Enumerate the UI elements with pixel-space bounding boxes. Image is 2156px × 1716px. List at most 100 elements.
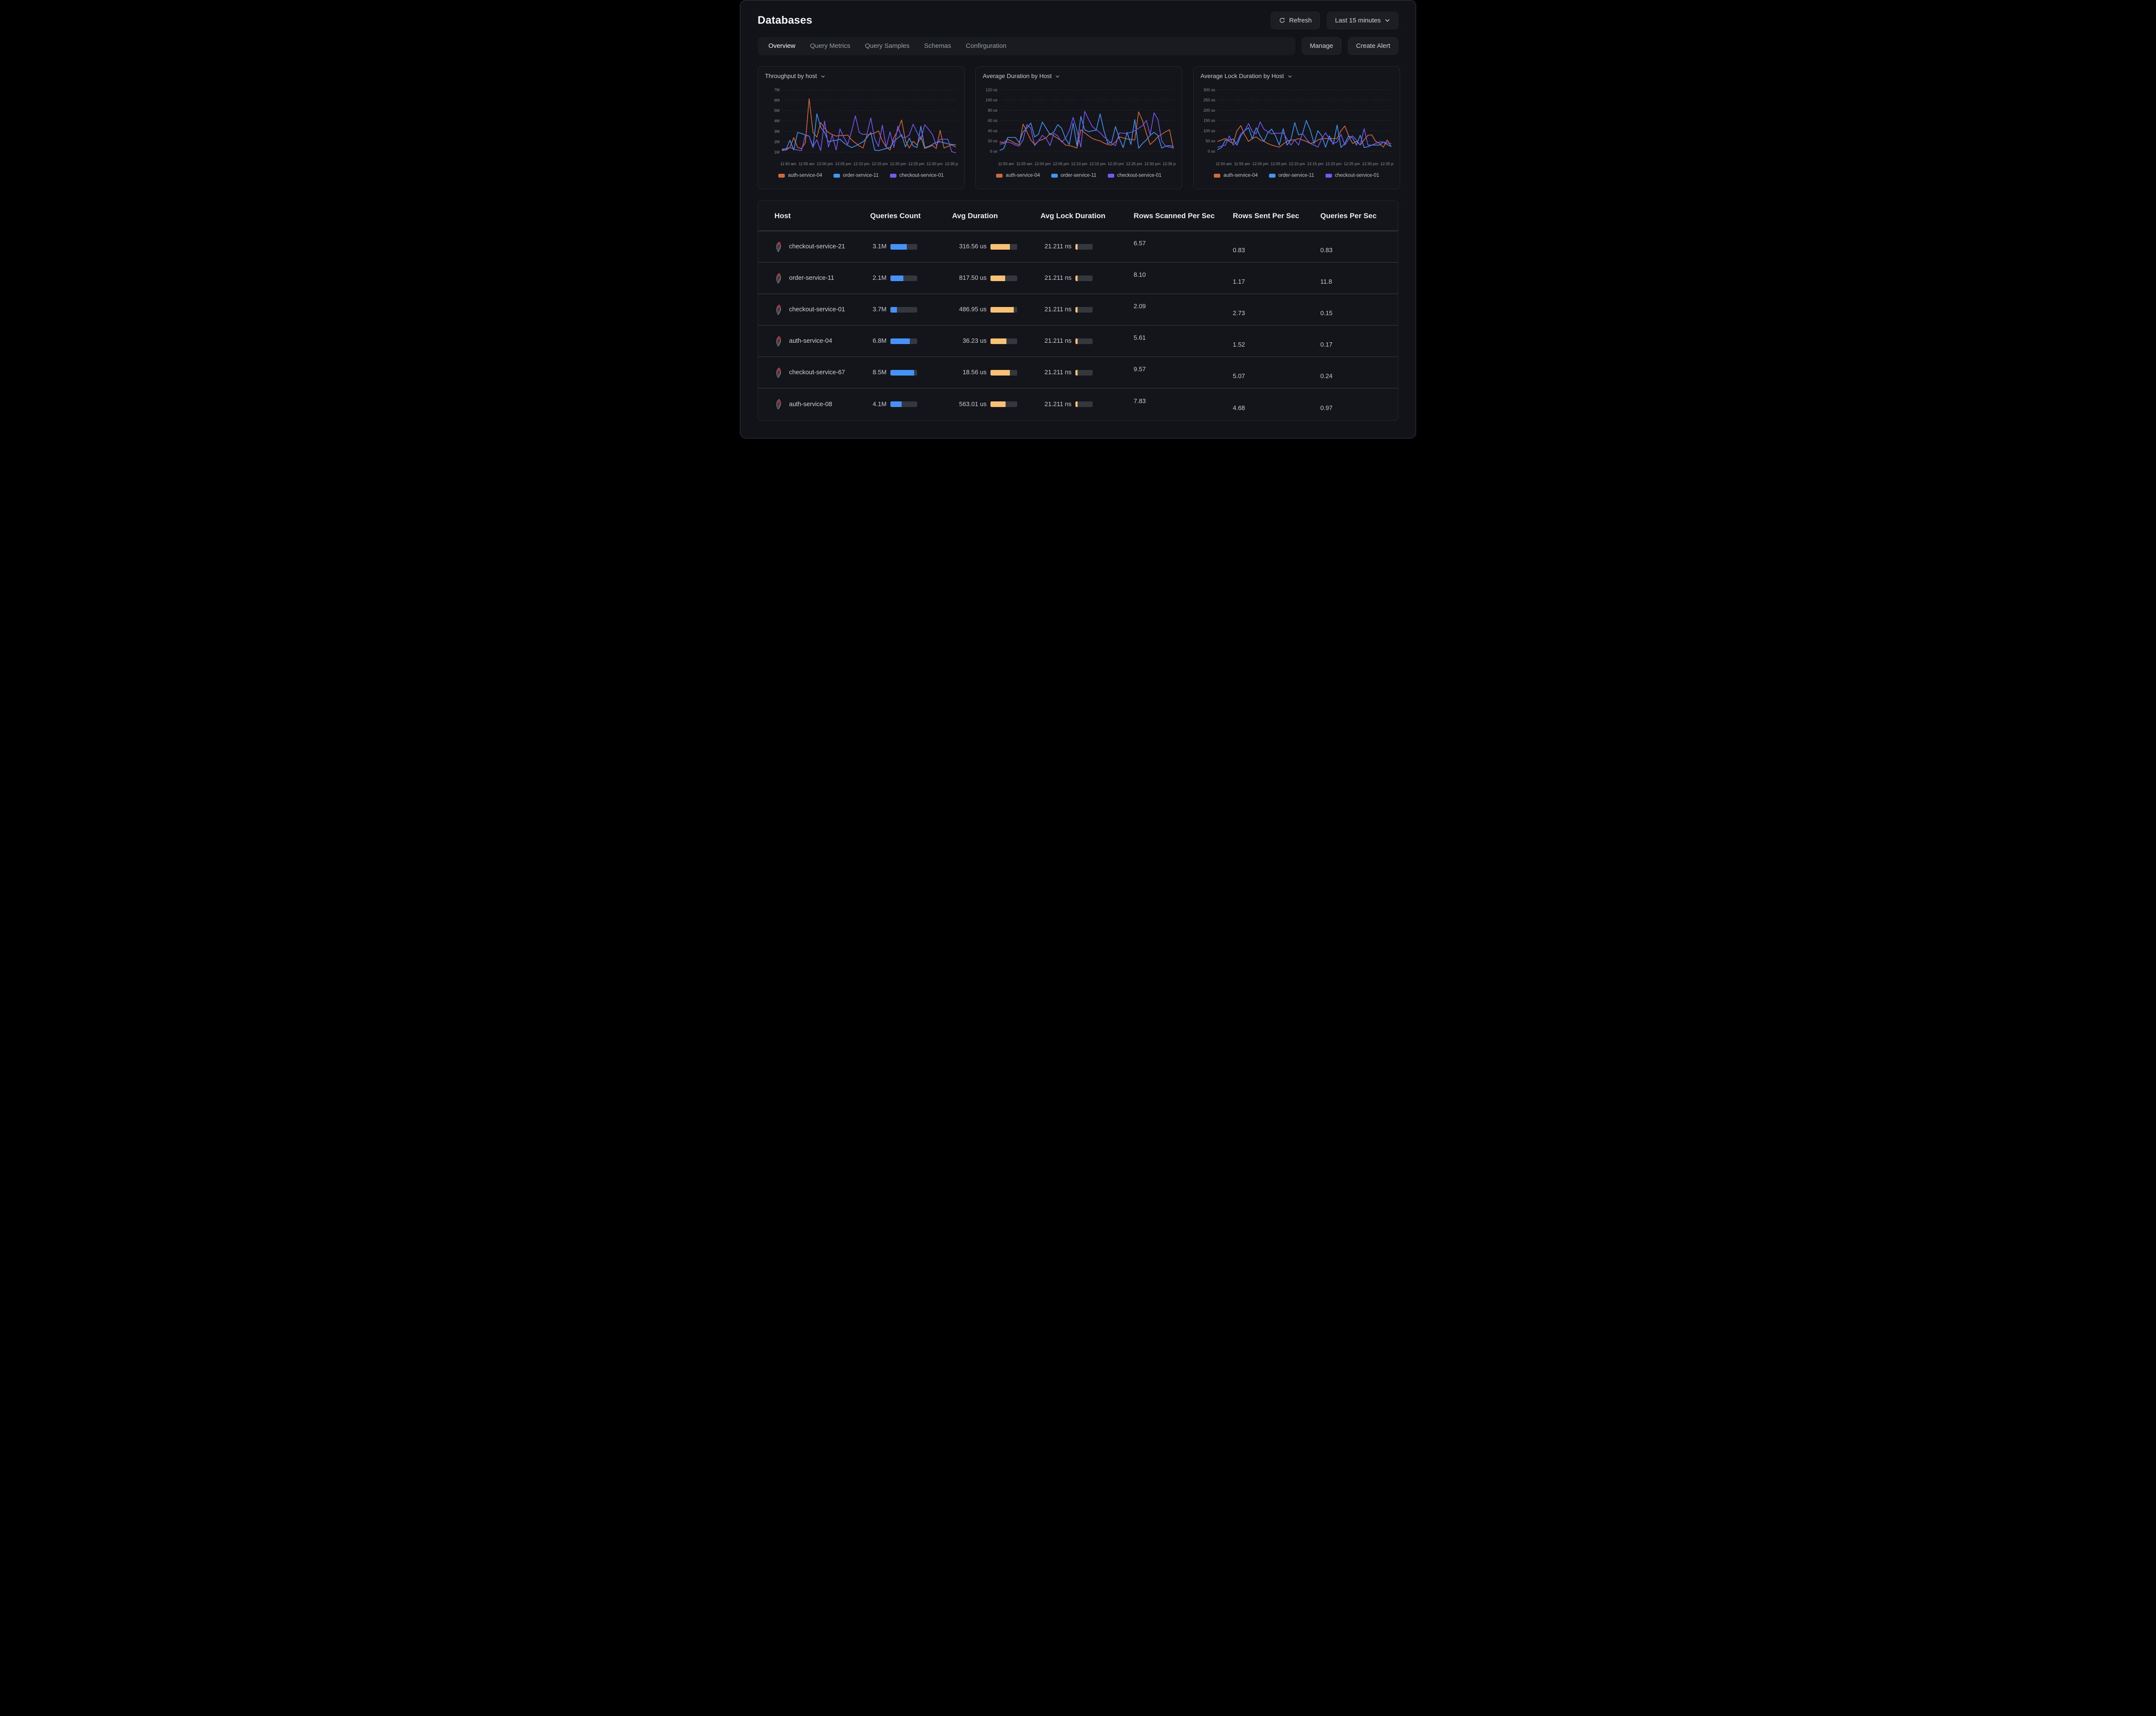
svg-text:6M: 6M bbox=[774, 98, 780, 103]
legend-item-order-service-11[interactable]: order-service-11 bbox=[1269, 173, 1314, 178]
tab-query-samples[interactable]: Query Samples bbox=[859, 37, 915, 55]
chevron-down-icon bbox=[821, 74, 825, 79]
legend-chip bbox=[1108, 174, 1114, 178]
host-name: checkout-service-67 bbox=[789, 369, 845, 376]
host-cell: auth-service-08 bbox=[774, 398, 870, 410]
svg-text:300 us: 300 us bbox=[1203, 88, 1216, 92]
table-row-checkout-service-01[interactable]: checkout-service-01 3.7M 486.95 us 21.21… bbox=[758, 294, 1398, 326]
column-header-avg-duration: Avg Duration bbox=[952, 212, 1040, 220]
chart-title-dropdown[interactable]: Average Duration by Host bbox=[983, 72, 1175, 79]
svg-text:12:10 pm: 12:10 pm bbox=[1289, 162, 1305, 166]
legend-chip bbox=[1051, 174, 1058, 178]
svg-text:12:15 pm: 12:15 pm bbox=[871, 162, 888, 166]
avg-duration-value: 18.56 us bbox=[952, 369, 987, 376]
queries-count-bar bbox=[890, 244, 917, 250]
column-header-host: Host bbox=[774, 212, 870, 220]
table-row-checkout-service-67[interactable]: checkout-service-67 8.5M 18.56 us 21.211… bbox=[758, 357, 1398, 388]
svg-text:20 us: 20 us bbox=[988, 139, 998, 143]
avg-duration-cell: 18.56 us bbox=[952, 369, 1040, 376]
svg-text:11:50 am: 11:50 am bbox=[1216, 162, 1232, 166]
host-name: auth-service-08 bbox=[789, 401, 832, 408]
svg-text:40 us: 40 us bbox=[988, 128, 998, 133]
legend-label: order-service-11 bbox=[1279, 173, 1314, 178]
svg-text:12:20 pm: 12:20 pm bbox=[1326, 162, 1342, 166]
table-row-order-service-11[interactable]: order-service-11 2.1M 817.50 us 21.211 n… bbox=[758, 263, 1398, 294]
queries-count-bar bbox=[890, 276, 917, 281]
svg-text:11:55 am: 11:55 am bbox=[799, 162, 815, 166]
host-cell: order-service-11 bbox=[774, 272, 870, 284]
create-alert-button[interactable]: Create Alert bbox=[1348, 37, 1398, 55]
queries-count-bar bbox=[890, 401, 917, 407]
svg-text:4M: 4M bbox=[774, 119, 780, 123]
svg-text:1M: 1M bbox=[774, 150, 780, 154]
legend-chip bbox=[834, 174, 840, 178]
table-row-auth-service-08[interactable]: auth-service-08 4.1M 563.01 us 21.211 ns… bbox=[758, 388, 1398, 420]
chart-title-dropdown[interactable]: Throughput by host bbox=[765, 72, 957, 79]
tab-schemas[interactable]: Schemas bbox=[918, 37, 957, 55]
manage-button[interactable]: Manage bbox=[1302, 37, 1341, 55]
legend-item-checkout-service-01[interactable]: checkout-service-01 bbox=[890, 173, 944, 178]
tab-confirguration[interactable]: Confirguration bbox=[960, 37, 1012, 55]
svg-text:12:05 pm: 12:05 pm bbox=[1271, 162, 1287, 166]
queries-count-value: 3.7M bbox=[870, 306, 887, 313]
svg-text:12:35 pm: 12:35 pm bbox=[945, 162, 958, 166]
queries-count-value: 6.8M bbox=[870, 338, 887, 344]
host-name: checkout-service-01 bbox=[789, 306, 845, 313]
legend-item-checkout-service-01[interactable]: checkout-service-01 bbox=[1326, 173, 1379, 178]
host-name: order-service-11 bbox=[789, 275, 834, 282]
rows-scanned-value: 7.83 bbox=[1134, 398, 1233, 405]
queries-count-value: 2.1M bbox=[870, 275, 887, 282]
legend-chip bbox=[1269, 174, 1275, 178]
legend-item-order-service-11[interactable]: order-service-11 bbox=[834, 173, 879, 178]
svg-text:2M: 2M bbox=[774, 140, 780, 144]
avg-duration-bar bbox=[990, 307, 1017, 313]
tab-query-metrics[interactable]: Query Metrics bbox=[805, 37, 856, 55]
queries-per-sec-value: 11.8 bbox=[1320, 279, 1382, 285]
svg-text:100 us: 100 us bbox=[1203, 128, 1216, 133]
host-cell: checkout-service-67 bbox=[774, 367, 870, 379]
chart-plot-area: 0 us50 us100 us150 us200 us250 us300 us1… bbox=[1200, 80, 1393, 171]
rows-scanned-value: 5.61 bbox=[1134, 335, 1233, 341]
legend-item-auth-service-04[interactable]: auth-service-04 bbox=[778, 173, 822, 178]
svg-text:12:20 pm: 12:20 pm bbox=[1108, 162, 1124, 166]
legend-label: order-service-11 bbox=[1061, 173, 1097, 178]
svg-text:5M: 5M bbox=[774, 109, 780, 113]
series-line-order-service-11 bbox=[1218, 121, 1391, 150]
avg-duration-value: 563.01 us bbox=[952, 401, 987, 408]
avg-duration-cell: 486.95 us bbox=[952, 306, 1040, 313]
svg-text:11:50 am: 11:50 am bbox=[780, 162, 796, 166]
queries-count-bar bbox=[890, 370, 917, 376]
avg-duration-bar bbox=[990, 276, 1017, 281]
legend-chip bbox=[1326, 174, 1332, 178]
table-row-auth-service-04[interactable]: auth-service-04 6.8M 36.23 us 21.211 ns … bbox=[758, 326, 1398, 357]
legend-item-auth-service-04[interactable]: auth-service-04 bbox=[996, 173, 1040, 178]
svg-text:12:25 pm: 12:25 pm bbox=[1126, 162, 1142, 166]
legend-item-order-service-11[interactable]: order-service-11 bbox=[1051, 173, 1097, 178]
avg-lock-duration-cell: 21.211 ns bbox=[1040, 243, 1134, 250]
svg-text:12:30 pm: 12:30 pm bbox=[927, 162, 943, 166]
svg-text:12:25 pm: 12:25 pm bbox=[1344, 162, 1360, 166]
table-row-checkout-service-21[interactable]: checkout-service-21 3.1M 316.56 us 21.21… bbox=[758, 231, 1398, 263]
rows-sent-value: 0.83 bbox=[1233, 247, 1320, 254]
queries-count-bar bbox=[890, 338, 917, 344]
legend-item-auth-service-04[interactable]: auth-service-04 bbox=[1214, 173, 1257, 178]
avg-duration-value: 316.56 us bbox=[952, 243, 987, 250]
chart-legend: auth-service-04 order-service-11 checkout-… bbox=[983, 173, 1175, 178]
svg-text:11:50 am: 11:50 am bbox=[998, 162, 1014, 166]
svg-text:12:10 pm: 12:10 pm bbox=[853, 162, 870, 166]
tab-bar: OverviewQuery MetricsQuery SamplesSchema… bbox=[758, 37, 1295, 55]
svg-text:0 us: 0 us bbox=[990, 149, 998, 153]
chart-card-avg-duration: Average Duration by Host 0 us20 us40 us6… bbox=[975, 66, 1182, 189]
legend-item-checkout-service-01[interactable]: checkout-service-01 bbox=[1108, 173, 1162, 178]
charts-row: Throughput by host 1M2M3M4M5M6M7M11:50 a… bbox=[740, 55, 1416, 189]
time-range-dropdown[interactable]: Last 15 minutes bbox=[1327, 12, 1398, 29]
host-name: auth-service-04 bbox=[789, 338, 832, 344]
queries-count-bar bbox=[890, 307, 917, 313]
chart-title-dropdown[interactable]: Average Lock Duration by Host bbox=[1200, 72, 1393, 79]
series-line-order-service-11 bbox=[782, 114, 956, 151]
avg-lock-duration-value: 21.211 ns bbox=[1040, 275, 1072, 282]
svg-text:12:00 pm: 12:00 pm bbox=[1252, 162, 1269, 166]
rows-sent-value: 1.17 bbox=[1233, 279, 1320, 285]
refresh-button[interactable]: Refresh bbox=[1271, 12, 1320, 29]
tab-overview[interactable]: Overview bbox=[763, 37, 801, 55]
